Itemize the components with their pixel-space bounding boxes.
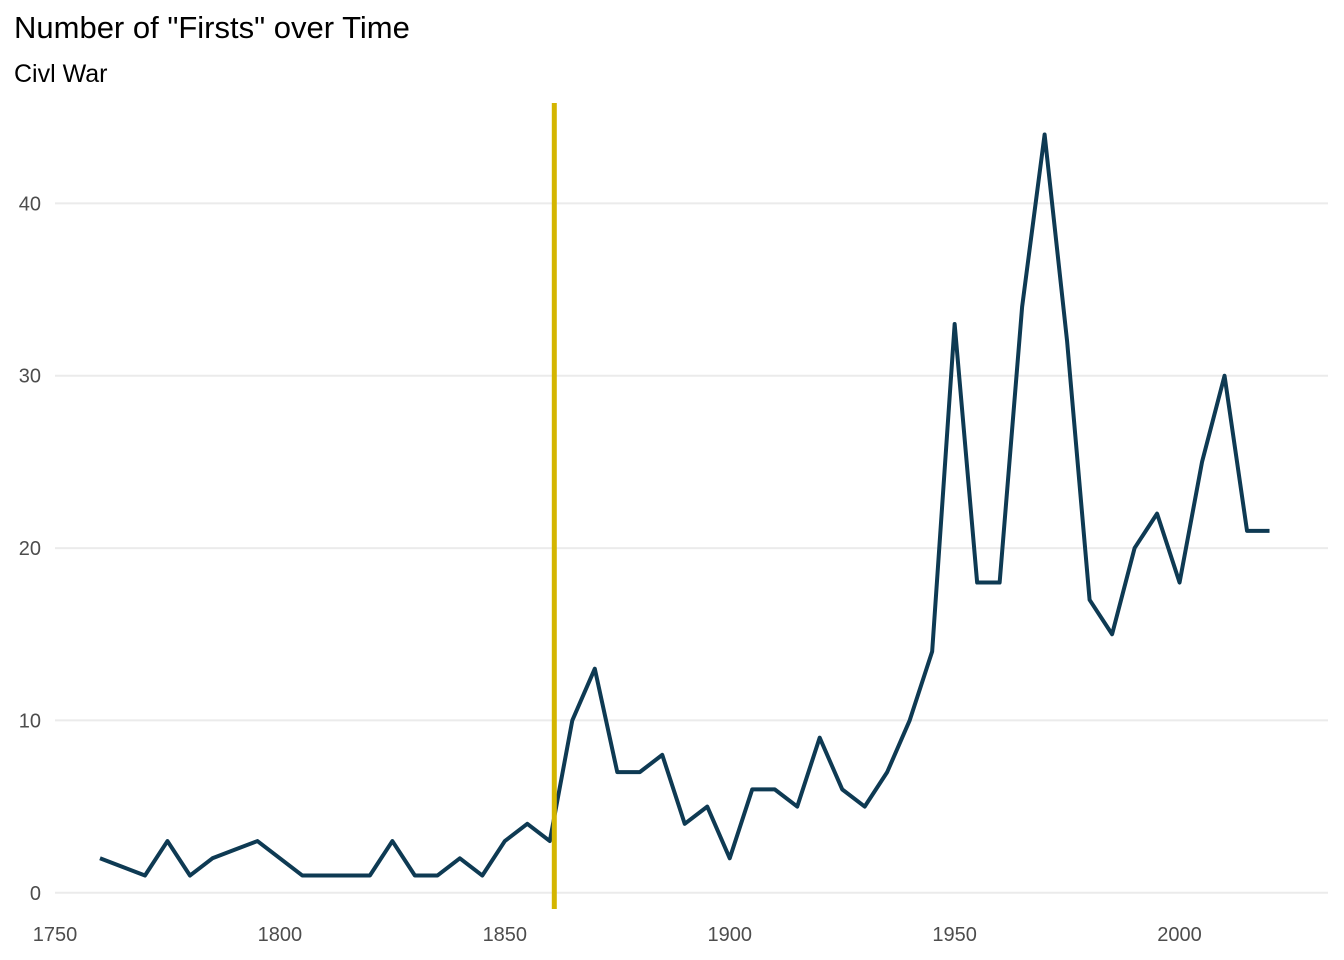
- y-axis-ticks: 0 10 20 30 40: [19, 193, 41, 904]
- gridlines: [55, 202, 1328, 894]
- chart-subtitle: Civl War: [14, 60, 108, 88]
- x-tick-label: 1950: [932, 924, 977, 946]
- series-line-0: [99, 132, 1270, 878]
- y-tick-label: 40: [19, 193, 41, 215]
- x-axis-ticks: 1750 1800 1850 1900 1950 2000: [33, 924, 1202, 946]
- y-tick-label: 30: [19, 366, 41, 388]
- x-tick-label: 2000: [1157, 924, 1202, 946]
- chart-title: Number of "Firsts" over Time: [14, 10, 410, 45]
- x-tick-label: 1800: [258, 924, 303, 946]
- y-tick-label: 0: [30, 883, 41, 905]
- y-tick-label: 10: [19, 710, 41, 732]
- x-tick-label: 1900: [707, 924, 752, 946]
- x-tick-label: 1750: [33, 924, 78, 946]
- y-tick-label: 20: [19, 538, 41, 560]
- series-layer: [99, 132, 1270, 878]
- x-tick-label: 1850: [483, 924, 528, 946]
